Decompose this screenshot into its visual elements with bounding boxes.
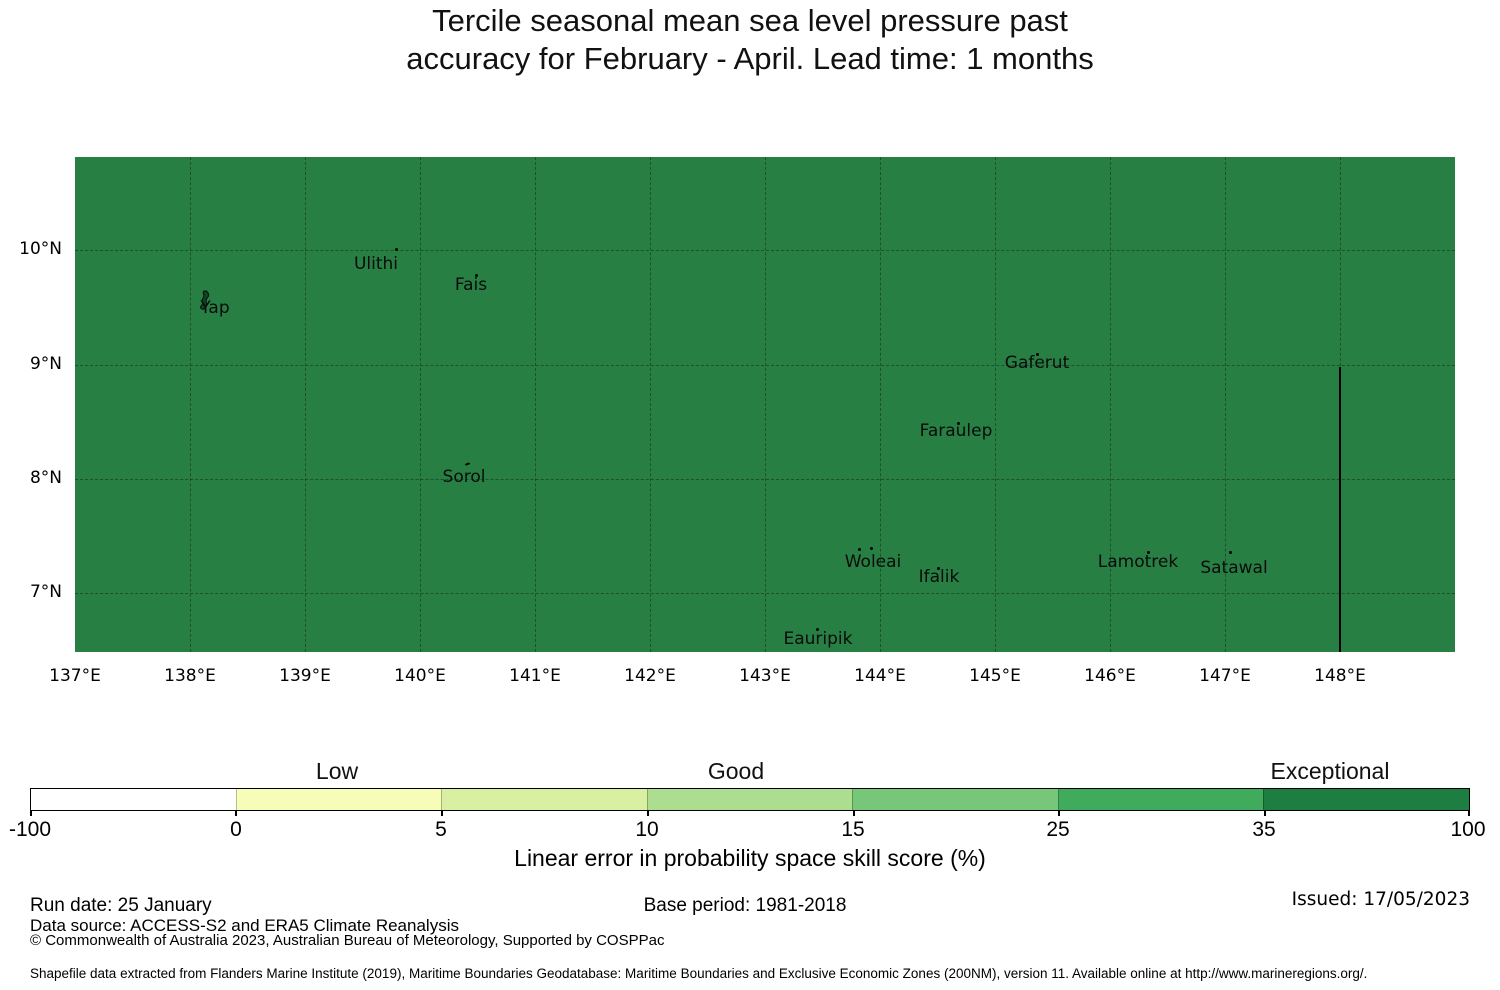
x-axis-tick-label: 143°E [739, 666, 791, 686]
figure-title-line2: accuracy for February - April. Lead time… [406, 41, 1094, 76]
issued-date-text: Issued: 17/05/2023 [1291, 889, 1470, 910]
eez-boundary-line [1339, 367, 1341, 652]
y-axis-tick-label: 10°N [19, 239, 62, 259]
colorbar-tick-label: 10 [635, 818, 659, 841]
x-axis-tick-label: 145°E [969, 666, 1021, 686]
gridline-parallel [75, 250, 1455, 251]
x-axis-tick-label: 141°E [509, 666, 561, 686]
colorbar-segment [235, 789, 442, 810]
island-label-ulithi: Ulithi [353, 254, 399, 274]
colorbar-tick-label: 35 [1252, 818, 1276, 841]
y-axis-tick-label: 8°N [29, 468, 62, 488]
gridline-parallel [75, 365, 1455, 366]
gridline-meridian [880, 157, 881, 652]
island-dot-ulithi [395, 248, 398, 251]
island-dot-eauripik [816, 628, 819, 631]
colorbar-tick-label: 25 [1046, 818, 1070, 841]
colorbar-tick [647, 811, 649, 816]
x-axis-tick-label: 138°E [164, 666, 216, 686]
gridline-meridian [190, 157, 191, 652]
colorbar-axis-label: Linear error in probability space skill … [514, 845, 986, 871]
island-dot-satawal [1229, 551, 1232, 554]
island-label-satawal: Satawal [1200, 558, 1268, 578]
island-dot-fais [475, 274, 478, 277]
island-label-yap: Yap [200, 298, 230, 318]
island-label-lamotrek: Lamotrek [1097, 552, 1179, 572]
island-label-faraulep: Faraulep [919, 421, 993, 441]
map-plot-area: Yap Ulithi Fais Sorol Gaferut Faraulep W… [75, 157, 1455, 652]
colorbar-zone-label-low: Low [315, 758, 359, 784]
colorbar-zone-label-exceptional: Exceptional [1270, 758, 1390, 784]
colorbar-segment [1263, 789, 1470, 810]
gridline-meridian [1110, 157, 1111, 652]
island-label-woleai: Woleai [844, 552, 902, 572]
colorbar-tick-label: 15 [841, 818, 865, 841]
gridline-parallel [75, 479, 1455, 480]
colorbar [30, 788, 1470, 811]
island-dot-gaferut [1036, 353, 1039, 356]
colorbar-tick [441, 811, 443, 816]
y-axis-tick-label: 7°N [29, 582, 62, 602]
x-axis-tick-label: 139°E [279, 666, 331, 686]
colorbar-segment [646, 789, 853, 810]
island-dot-sorol [464, 462, 471, 466]
island-dot-woleai [858, 548, 861, 551]
gridline-meridian [305, 157, 306, 652]
colorbar-tick-label: 5 [435, 818, 447, 841]
island-dot-woleai [870, 547, 873, 550]
gridline-meridian [535, 157, 536, 652]
copyright-text: © Commonwealth of Australia 2023, Austra… [30, 932, 665, 949]
gridline-meridian [995, 157, 996, 652]
colorbar-tick [1058, 811, 1060, 816]
island-label-sorol: Sorol [442, 467, 486, 487]
colorbar-zone-label-good: Good [707, 758, 765, 784]
shapefile-attribution-text: Shapefile data extracted from Flanders M… [30, 966, 1368, 981]
colorbar-tick [235, 811, 237, 816]
island-label-eauripik: Eauripik [783, 629, 853, 649]
colorbar-segment [441, 789, 647, 810]
island-label-fais: Fais [454, 275, 488, 295]
x-axis-tick-label: 144°E [854, 666, 906, 686]
island-dot-lamotrek [1147, 551, 1150, 554]
colorbar-tick-label: -100 [8, 818, 52, 841]
colorbar-tick [1468, 811, 1470, 816]
yap-island-shape [200, 290, 210, 310]
y-axis-tick-label: 9°N [29, 354, 62, 374]
figure-title-line1: Tercile seasonal mean sea level pressure… [432, 3, 1068, 38]
colorbar-segment [31, 789, 236, 810]
gridline-parallel [75, 593, 1455, 594]
colorbar-tick [1264, 811, 1266, 816]
colorbar-tick [853, 811, 855, 816]
run-date-text: Run date: 25 January [30, 895, 212, 916]
x-axis-tick-label: 148°E [1314, 666, 1366, 686]
gridline-meridian [1225, 157, 1226, 652]
x-axis-tick-label: 137°E [49, 666, 101, 686]
colorbar-segment [852, 789, 1058, 810]
figure-title: Tercile seasonal mean sea level pressure… [0, 2, 1500, 78]
colorbar-tick-label: 0 [230, 818, 242, 841]
colorbar-tick-label: 100 [1450, 818, 1486, 841]
island-dot-faraulep [957, 422, 960, 425]
colorbar-tick [30, 811, 32, 816]
gridline-meridian [650, 157, 651, 652]
data-source-text: Data source: ACCESS-S2 and ERA5 Climate … [30, 916, 459, 935]
x-axis-tick-label: 147°E [1199, 666, 1251, 686]
gridline-meridian [765, 157, 766, 652]
x-axis-tick-label: 140°E [394, 666, 446, 686]
island-dot-ifalik [937, 567, 940, 570]
base-period-text: Base period: 1981-2018 [643, 895, 847, 916]
x-axis-tick-label: 142°E [624, 666, 676, 686]
island-label-gaferut: Gaferut [1004, 353, 1070, 373]
x-axis-tick-label: 146°E [1084, 666, 1136, 686]
gridline-meridian [420, 157, 421, 652]
island-label-ifalik: Ifalik [918, 567, 960, 587]
colorbar-segment [1057, 789, 1264, 810]
